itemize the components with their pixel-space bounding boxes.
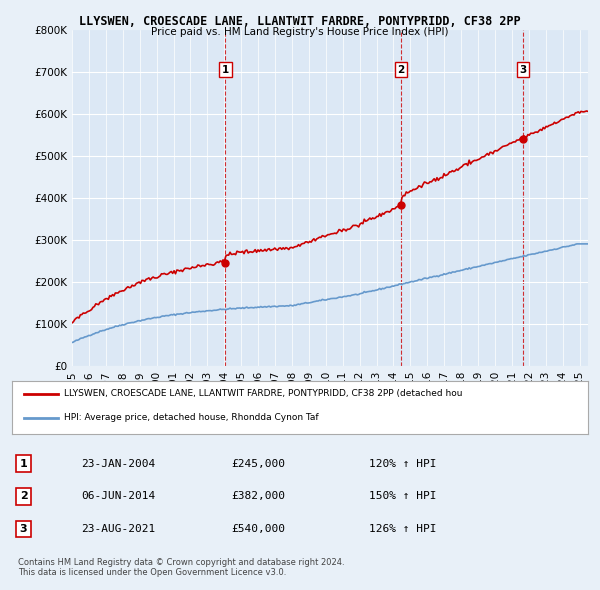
Text: 1: 1 xyxy=(20,458,28,468)
Text: 2: 2 xyxy=(20,491,28,502)
Text: LLYSWEN, CROESCADE LANE, LLANTWIT FARDRE, PONTYPRIDD, CF38 2PP (detached hou: LLYSWEN, CROESCADE LANE, LLANTWIT FARDRE… xyxy=(64,389,463,398)
Text: Price paid vs. HM Land Registry's House Price Index (HPI): Price paid vs. HM Land Registry's House … xyxy=(151,27,449,37)
Text: HPI: Average price, detached house, Rhondda Cynon Taf: HPI: Average price, detached house, Rhon… xyxy=(64,413,319,422)
Text: £382,000: £382,000 xyxy=(231,491,285,502)
Text: 23-JAN-2004: 23-JAN-2004 xyxy=(81,458,155,468)
Text: 06-JUN-2014: 06-JUN-2014 xyxy=(81,491,155,502)
Text: LLYSWEN, CROESCADE LANE, LLANTWIT FARDRE, PONTYPRIDD, CF38 2PP: LLYSWEN, CROESCADE LANE, LLANTWIT FARDRE… xyxy=(79,15,521,28)
Text: 3: 3 xyxy=(519,65,526,75)
Text: 120% ↑ HPI: 120% ↑ HPI xyxy=(369,458,437,468)
Text: 23-AUG-2021: 23-AUG-2021 xyxy=(81,524,155,534)
Text: 2: 2 xyxy=(397,65,404,75)
Text: £540,000: £540,000 xyxy=(231,524,285,534)
Text: 1: 1 xyxy=(222,65,229,75)
Text: 3: 3 xyxy=(20,524,28,534)
Text: 150% ↑ HPI: 150% ↑ HPI xyxy=(369,491,437,502)
Text: 126% ↑ HPI: 126% ↑ HPI xyxy=(369,524,437,534)
Text: Contains HM Land Registry data © Crown copyright and database right 2024.
This d: Contains HM Land Registry data © Crown c… xyxy=(18,558,344,577)
Text: £245,000: £245,000 xyxy=(231,458,285,468)
